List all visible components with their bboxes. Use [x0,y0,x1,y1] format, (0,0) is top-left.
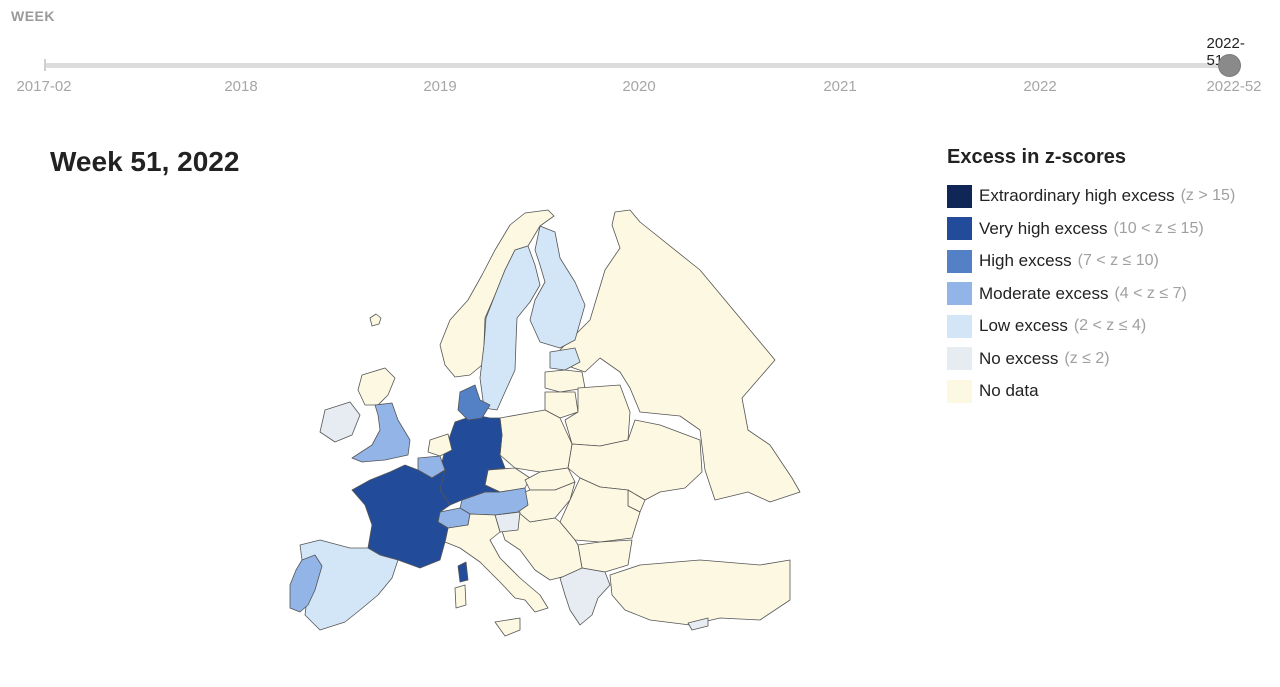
legend-range: (7 < z ≤ 10) [1077,252,1159,270]
country-turkey[interactable] [609,559,791,626]
country-poland[interactable] [499,409,573,473]
country-balkans[interactable] [499,511,583,581]
timeline-label: WEEK [11,8,55,24]
legend-item-no-data[interactable]: No data [947,375,1235,408]
country-cyprus[interactable] [687,617,709,631]
timeline-tick-2018: 2018 [224,78,258,95]
country-united-kingdom[interactable] [351,402,411,463]
country-france[interactable] [351,464,451,569]
legend-item-no-excess[interactable]: No excess (z ≤ 2) [947,343,1235,376]
legend-item-extraordinary[interactable]: Extraordinary high excess (z > 15) [947,180,1235,213]
timeline-tick-2019: 2019 [423,78,457,95]
country-bulgaria[interactable] [577,539,633,573]
country-estonia[interactable] [549,347,581,371]
country-netherlands[interactable] [427,433,453,457]
legend-swatch [947,347,972,371]
legend-title: Excess in z-scores [947,146,1126,168]
legend-swatch [947,249,972,273]
map-title: Week 51, 2022 [50,146,240,177]
legend-swatch [947,314,972,338]
country-italy[interactable] [444,513,549,613]
legend-item-low[interactable]: Low excess (2 < z ≤ 4) [947,310,1235,343]
country-russia[interactable] [559,209,801,503]
legend-range: (z > 15) [1180,187,1236,205]
country-sweden[interactable] [479,245,541,411]
country-germany[interactable] [439,414,506,506]
timeline-start-marker [44,59,46,71]
legend-range: (4 < z ≤ 7) [1114,284,1187,302]
timeline-handle[interactable] [1219,55,1240,76]
legend-label: Extraordinary high excess [979,186,1175,206]
timeline-tick-2020: 2020 [622,78,656,95]
country-corsica[interactable] [457,561,469,583]
country-finland[interactable] [529,225,586,349]
legend-swatch [947,282,972,306]
legend: Excess in z-scores Extraordinary high ex… [947,146,1235,408]
legend-swatch [947,184,972,208]
legend-label: Moderate excess [979,283,1109,303]
legend-range: (10 < z ≤ 15) [1113,219,1204,237]
country-ireland[interactable] [319,401,361,443]
legend-label: Low excess [979,316,1068,336]
timeline-tick-2017-02: 2017-02 [16,78,72,95]
legend-item-high[interactable]: High excess (7 < z ≤ 10) [947,245,1235,278]
timeline-tick-2022-52: 2022-52 [1206,78,1262,95]
legend-label: Very high excess [979,218,1108,238]
legend-range: (z ≤ 2) [1064,349,1110,367]
legend-label: High excess [979,251,1072,271]
legend-label: No excess [979,348,1059,368]
country-iceland[interactable] [369,313,382,327]
timeline-handle-label: 2022-51 [1206,35,1245,69]
timeline-tick-2022: 2022 [1023,78,1057,95]
country-portugal[interactable] [289,554,323,613]
country-denmark[interactable] [457,384,491,421]
country-sicily[interactable] [494,617,521,637]
country-sardinia[interactable] [454,584,467,609]
timeline-tick-2021: 2021 [823,78,857,95]
legend-range: (2 < z ≤ 4) [1073,317,1147,335]
legend-swatch [947,217,972,241]
legend-item-very-high[interactable]: Very high excess (10 < z ≤ 15) [947,213,1235,246]
country-scotland[interactable] [357,367,396,406]
timeline-track[interactable] [45,63,1230,68]
legend-item-moderate[interactable]: Moderate excess (4 < z ≤ 7) [947,278,1235,311]
country-greece[interactable] [559,567,611,626]
legend-swatch [947,379,972,403]
legend-label: No data [979,381,1039,401]
